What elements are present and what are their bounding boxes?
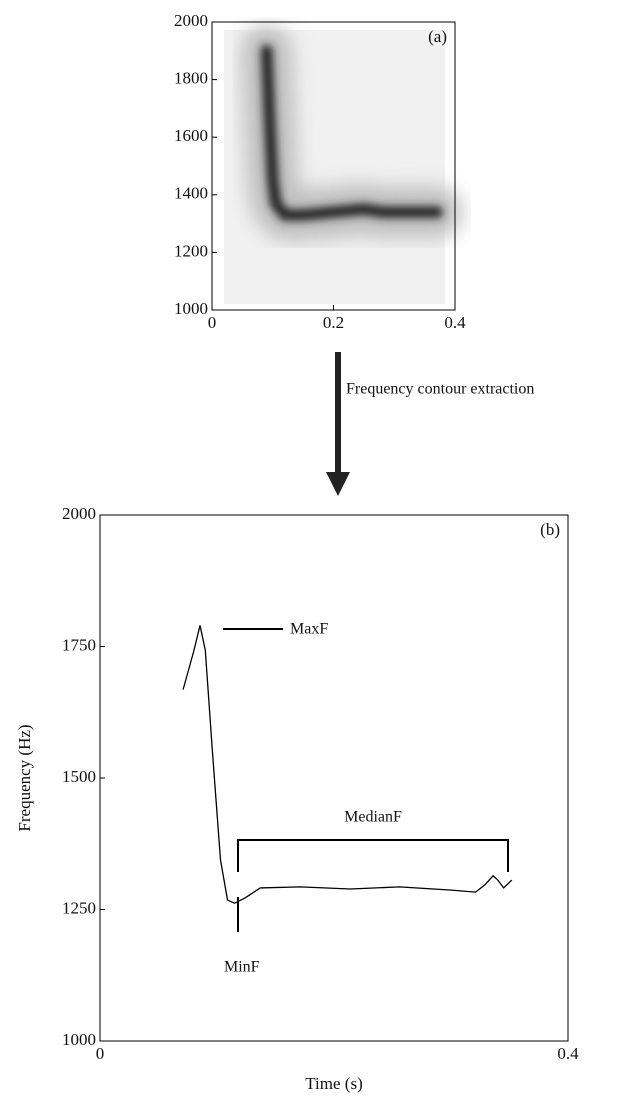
y-tick-label: 1500 [62, 767, 96, 786]
panel-label: (b) [540, 520, 560, 539]
x-tick-label: 0 [208, 313, 217, 332]
y-tick-label: 1750 [62, 635, 96, 654]
y-tick-label: 2000 [62, 504, 96, 523]
y-axis-label: Frequency (Hz) [15, 724, 34, 831]
y-tick-label: 1000 [174, 299, 208, 318]
annotation: MedianF [344, 809, 402, 826]
spectrogram-ridge [260, 44, 443, 221]
x-tick-label: 0.4 [444, 313, 466, 332]
transition-label: Frequency contour extraction [346, 381, 534, 398]
x-tick-label: 0.2 [323, 313, 344, 332]
annotation: MinF [224, 959, 260, 976]
y-tick-label: 1000 [62, 1030, 96, 1049]
y-tick-label: 1400 [174, 184, 208, 203]
annotation: MaxF [290, 621, 328, 638]
panel-label: (a) [428, 27, 447, 46]
plot-frame [99, 514, 569, 1042]
medianf-bracket [237, 839, 509, 872]
x-axis-label: Time (s) [305, 1074, 362, 1093]
y-tick-label: 1600 [174, 126, 208, 145]
contour-line [182, 625, 513, 904]
y-tick-label: 1200 [174, 241, 208, 260]
y-tick-label: 2000 [174, 11, 208, 30]
y-tick-label: 1800 [174, 69, 208, 88]
y-tick-label: 1250 [62, 898, 96, 917]
x-tick-label: 0 [96, 1044, 105, 1063]
x-tick-label: 0.4 [557, 1044, 579, 1063]
